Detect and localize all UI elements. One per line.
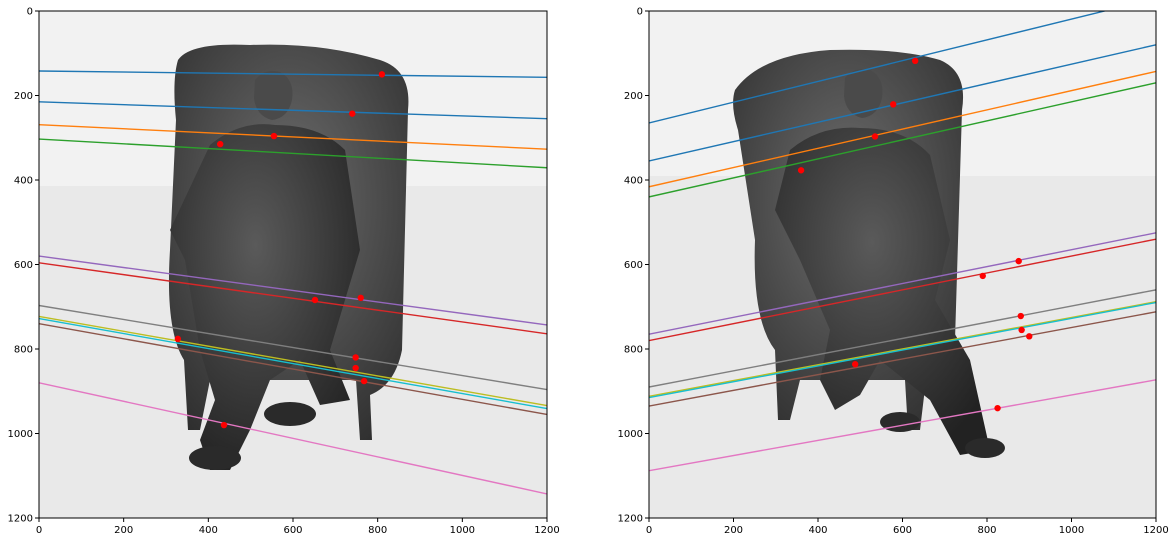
x-tick-label: 200	[724, 525, 743, 536]
x-tick-label: 200	[114, 525, 133, 536]
x-tick-label: 400	[199, 525, 218, 536]
left-x-ticks: 0 200 400 600 800 1000 1200	[36, 518, 560, 536]
epipolar-line-6	[39, 304, 547, 391]
epipolar-line-10	[39, 382, 547, 495]
epipolar-line-8	[649, 301, 1156, 399]
x-tick-label: 800	[368, 525, 387, 536]
x-tick-label: 600	[283, 525, 302, 536]
y-tick-label: 0	[637, 7, 643, 18]
epipolar-line-2	[39, 123, 547, 150]
epipolar-line-4	[39, 255, 547, 326]
left-y-ticks: 0 200 400 600 800 1000 1200	[8, 7, 39, 525]
x-tick-label: 400	[808, 525, 827, 536]
keypoint-6	[174, 335, 182, 343]
x-tick-label: 1200	[534, 525, 559, 536]
epipolar-line-10	[649, 379, 1156, 472]
keypoint-7	[352, 354, 359, 361]
x-tick-label: 1000	[1059, 525, 1084, 536]
y-tick-label: 800	[14, 345, 33, 356]
epipolar-line-9	[649, 311, 1156, 407]
y-tick-label: 1200	[618, 514, 643, 525]
keypoint-0	[378, 71, 386, 78]
y-tick-label: 200	[624, 91, 643, 102]
keypoint-1	[349, 110, 356, 117]
epipolar-line-0	[649, 11, 1108, 124]
keypoint-7	[1017, 312, 1024, 320]
right-x-ticks: 0 200 400 600 800 1000 1200	[646, 518, 1169, 536]
epipolar-line-7	[649, 300, 1156, 398]
keypoint-10	[994, 404, 1001, 412]
keypoint-5	[357, 294, 364, 302]
keypoint-8	[1018, 326, 1025, 334]
epipolar-line-1	[39, 101, 547, 120]
keypoint-9	[1026, 333, 1033, 340]
epipolar-line-5	[649, 238, 1156, 342]
y-tick-label: 400	[14, 176, 33, 187]
y-tick-label: 1000	[618, 429, 643, 440]
left-image-panel: 0 200 400 600 800 1000 1200 0 200 400 600 800 1000 1…	[8, 7, 560, 537]
keypoint-3	[270, 132, 278, 140]
y-tick-label: 1000	[8, 429, 33, 440]
epipolar-line-2	[649, 70, 1156, 188]
x-tick-label: 1000	[450, 525, 475, 536]
right-image-panel: 0 200 400 600 800 1000 1200 0 200 400 600 800 1000 1…	[618, 7, 1169, 537]
keypoint-6	[851, 361, 859, 368]
y-tick-label: 600	[624, 260, 643, 271]
x-tick-label: 1200	[1143, 525, 1168, 536]
y-tick-label: 600	[14, 260, 33, 271]
epipolar-line-1	[649, 44, 1156, 162]
epipolar-line-8	[39, 317, 547, 410]
epipolar-line-6	[649, 289, 1156, 388]
epipolar-line-3	[39, 138, 547, 169]
x-tick-label: 0	[646, 525, 652, 536]
epipolar-line-7	[39, 315, 547, 407]
keypoint-3	[871, 133, 879, 140]
keypoint-2	[797, 167, 805, 174]
keypoint-1	[890, 101, 897, 108]
right-y-ticks: 0 200 400 600 800 1000 1200	[618, 7, 649, 525]
left-figurine-photo	[168, 44, 409, 470]
epipolar-line-0	[39, 70, 547, 79]
epipolar-line-5	[39, 262, 547, 335]
epipolar-line-4	[649, 232, 1156, 335]
x-tick-label: 0	[36, 525, 42, 536]
keypoint-4	[979, 272, 986, 280]
keypoint-8	[352, 364, 359, 372]
y-tick-label: 200	[14, 91, 33, 102]
y-tick-label: 0	[27, 7, 33, 18]
left-epipolar-lines	[39, 70, 547, 495]
epipolar-line-9	[39, 322, 547, 416]
left-keypoints	[174, 71, 386, 429]
keypoint-2	[216, 140, 224, 148]
right-keypoints	[797, 57, 1033, 412]
keypoint-0	[911, 57, 919, 65]
y-tick-label: 400	[624, 176, 643, 187]
keypoint-4	[311, 296, 319, 304]
y-tick-label: 800	[624, 345, 643, 356]
x-tick-label: 800	[977, 525, 996, 536]
keypoint-5	[1015, 257, 1022, 265]
x-tick-label: 600	[893, 525, 912, 536]
keypoint-9	[360, 377, 368, 385]
right-epipolar-lines	[649, 11, 1156, 472]
epipolar-line-3	[649, 82, 1156, 198]
keypoint-10	[220, 421, 228, 429]
y-tick-label: 1200	[8, 514, 33, 525]
